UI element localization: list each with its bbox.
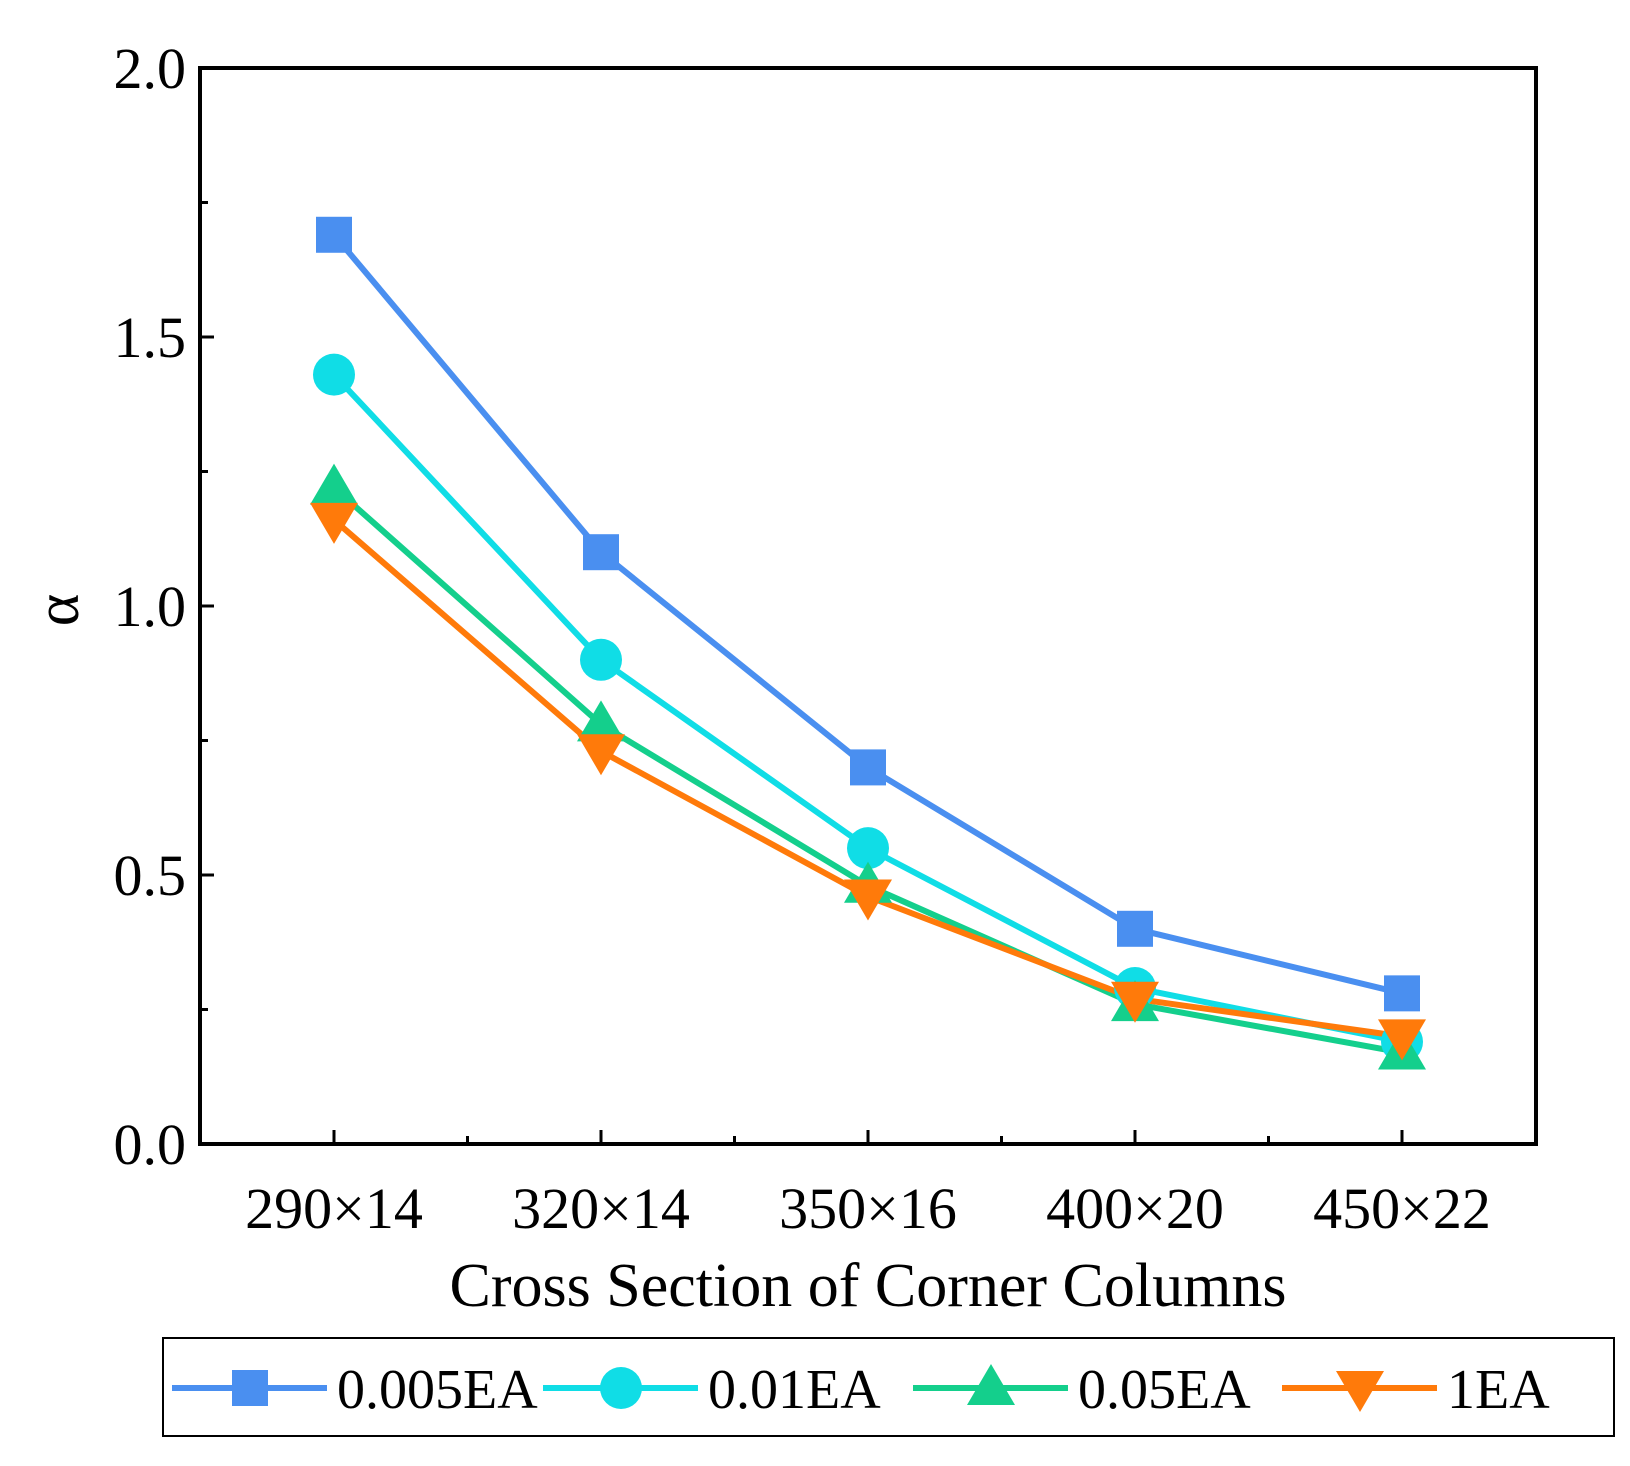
data-point-1EA: [1378, 1019, 1426, 1061]
y-tick-label: 1.0: [114, 574, 187, 639]
series-layer: [310, 216, 1426, 1070]
y-tick-label: 2.0: [114, 36, 187, 101]
data-point-0.01EA: [847, 827, 889, 870]
plot-frame: [198, 66, 1538, 1146]
data-point-0.005EA: [1384, 975, 1420, 1012]
x-tick-label: 290×14: [245, 1176, 423, 1241]
data-point-0.005EA: [583, 534, 619, 571]
x-tick-label: 450×22: [1313, 1176, 1491, 1241]
legend-marker: [1336, 1371, 1384, 1412]
legend-label: 0.01EA: [708, 1359, 881, 1421]
legend: 0.005EA 0.01EA 0.05EA 1EA: [162, 1337, 1615, 1437]
x-tick-label: 350×16: [779, 1176, 957, 1241]
legend-label: 0.005EA: [337, 1359, 538, 1421]
series-line-0.01EA: [331, 372, 1403, 1045]
legend-marker: [967, 1364, 1015, 1405]
y-axis-title: α: [24, 594, 92, 626]
y-axis: 0.0 0.5 1.0 1.5 2.0: [114, 36, 214, 1177]
data-point-0.05EA: [577, 700, 625, 742]
data-point-0.01EA: [313, 353, 355, 396]
x-tick-label: 400×20: [1046, 1176, 1224, 1241]
legend-label: 0.05EA: [1078, 1359, 1251, 1421]
data-point-0.01EA: [580, 638, 622, 681]
legend-box: [162, 1337, 1615, 1437]
y-tick-label: 0.0: [114, 1112, 187, 1177]
x-tick-label: 320×14: [512, 1176, 690, 1241]
legend-marker: [600, 1367, 642, 1409]
data-point-1EA: [310, 502, 358, 544]
data-point-0.005EA: [316, 216, 352, 253]
data-point-0.005EA: [850, 749, 886, 786]
x-axis-title: Cross Section of Corner Columns: [450, 1252, 1287, 1320]
data-point-0.05EA: [310, 463, 358, 505]
data-point-1EA: [577, 734, 625, 776]
data-point-1EA: [1111, 981, 1159, 1023]
data-point-1EA: [844, 879, 892, 921]
y-tick-label: 1.5: [114, 305, 187, 370]
legend-label: 1EA: [1447, 1359, 1550, 1421]
y-tick-label: 0.5: [114, 843, 187, 908]
legend-marker: [232, 1370, 268, 1406]
x-axis: 290×14 320×14 350×16 400×20 450×22: [245, 1130, 1491, 1241]
data-point-0.005EA: [1117, 910, 1153, 947]
